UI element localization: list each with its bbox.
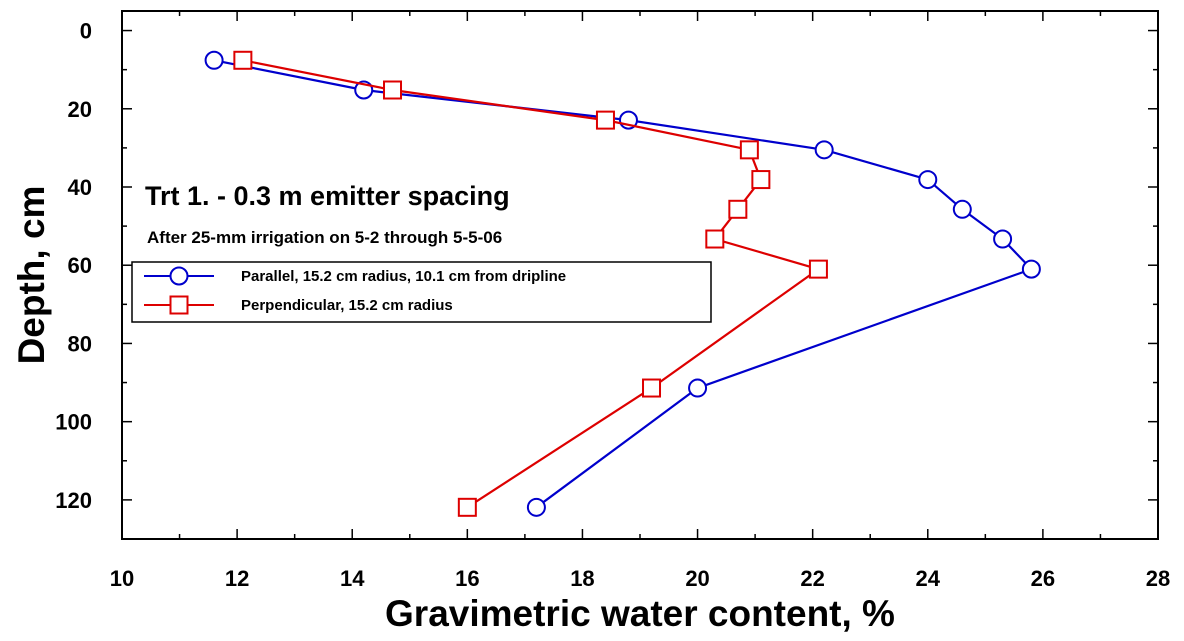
x-tick-label: 14	[340, 566, 365, 591]
data-point-perpendicular	[729, 201, 746, 218]
data-point-parallel	[206, 52, 223, 69]
data-point-perpendicular	[597, 112, 614, 129]
data-point-perpendicular	[384, 82, 401, 99]
y-tick-label: 0	[80, 19, 92, 44]
data-point-perpendicular	[643, 380, 660, 397]
annotation-title: Trt 1. - 0.3 m emitter spacing	[145, 181, 510, 211]
data-point-parallel	[689, 380, 706, 397]
y-tick-label: 100	[55, 410, 92, 435]
y-tick-label: 60	[68, 253, 92, 278]
x-axis-title: Gravimetric water content, %	[385, 593, 895, 634]
x-tick-label: 12	[225, 566, 249, 591]
legend-marker-perpendicular	[171, 297, 188, 314]
x-tick-label: 22	[800, 566, 824, 591]
legend: Parallel, 15.2 cm radius, 10.1 cm from d…	[132, 262, 711, 322]
data-point-perpendicular	[810, 261, 827, 278]
data-point-perpendicular	[752, 171, 769, 188]
data-point-perpendicular	[706, 231, 723, 248]
y-axis-title: Depth, cm	[11, 186, 52, 365]
x-tick-label: 10	[110, 566, 134, 591]
data-point-parallel	[954, 201, 971, 218]
annotation-subtitle: After 25-mm irrigation on 5-2 through 5-…	[147, 228, 502, 247]
data-point-perpendicular	[741, 141, 758, 158]
data-point-parallel	[1023, 261, 1040, 278]
y-tick-label: 40	[68, 175, 92, 200]
x-tick-label: 16	[455, 566, 479, 591]
x-tick-label: 18	[570, 566, 594, 591]
x-tick-label: 28	[1146, 566, 1170, 591]
y-tick-label: 120	[55, 488, 92, 513]
data-point-parallel	[816, 141, 833, 158]
data-point-perpendicular	[459, 499, 476, 516]
legend-label-parallel: Parallel, 15.2 cm radius, 10.1 cm from d…	[241, 268, 566, 285]
data-point-perpendicular	[234, 52, 251, 69]
data-point-parallel	[994, 231, 1011, 248]
x-tick-label: 20	[685, 566, 709, 591]
x-tick-label: 26	[1031, 566, 1055, 591]
data-point-parallel	[919, 171, 936, 188]
y-tick-label: 20	[68, 97, 92, 122]
y-tick-label: 80	[68, 331, 92, 356]
legend-marker-parallel	[171, 268, 188, 285]
x-tick-label: 24	[916, 566, 941, 591]
legend-label-perpendicular: Perpendicular, 15.2 cm radius	[241, 297, 453, 314]
data-point-parallel	[528, 499, 545, 516]
